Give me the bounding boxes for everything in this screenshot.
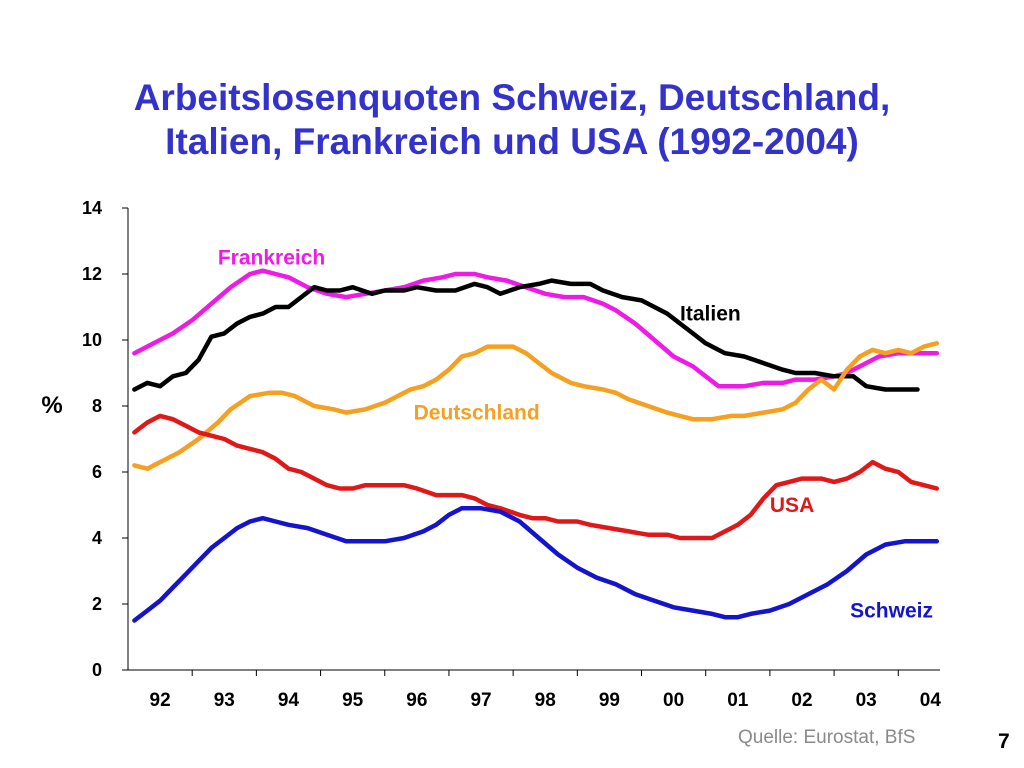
series-labels: Frankreich Italien Deutschland USA Schweiz <box>218 247 933 623</box>
series-line-schweiz <box>132 506 940 623</box>
series-line-italien <box>132 278 920 392</box>
x-tick-label: 96 <box>406 690 427 711</box>
x-tick-label: 00 <box>663 690 684 711</box>
series-line-usa <box>132 413 940 541</box>
y-axis: 0 2 4 6 8 10 12 14 <box>82 198 129 680</box>
x-axis: 92 93 94 95 96 97 98 99 00 01 02 03 04 <box>128 669 942 711</box>
y-axis-label: % <box>41 392 62 419</box>
x-tick-label: 92 <box>150 690 171 711</box>
x-tick-label: 99 <box>599 690 620 711</box>
y-tick-label: 14 <box>82 198 102 218</box>
y-tick-label: 12 <box>82 264 102 284</box>
x-tick-label: 97 <box>470 690 491 711</box>
title-line-2: Italien, Frankreich und USA (1992-2004) <box>165 121 859 162</box>
series-line-deutschland <box>132 341 940 471</box>
series-line-frankreich <box>132 268 940 389</box>
y-tick-label: 2 <box>92 594 102 614</box>
y-tick-label: 6 <box>92 462 102 482</box>
series-label-italien: Italien <box>680 303 741 326</box>
title-line-1: Arbeitslosenquoten Schweiz, Deutschland, <box>133 77 891 118</box>
x-tick-label: 93 <box>214 690 235 711</box>
page-number: 7 <box>998 730 1010 753</box>
series-label-usa: USA <box>770 494 814 517</box>
x-tick-label: 98 <box>535 690 556 711</box>
x-tick-label: 95 <box>342 690 364 711</box>
y-tick-label: 8 <box>92 396 102 416</box>
series-label-schweiz: Schweiz <box>850 600 933 623</box>
x-tick-label: 03 <box>856 690 877 711</box>
source-note: Quelle: Eurostat, BfS <box>738 727 916 748</box>
series-lines <box>132 268 940 623</box>
y-tick-label: 0 <box>92 660 102 680</box>
y-tick-label: 4 <box>92 528 102 548</box>
page-title: Arbeitslosenquoten Schweiz, Deutschland,… <box>0 76 1024 164</box>
series-label-frankreich: Frankreich <box>218 247 325 270</box>
series-label-deutschland: Deutschland <box>414 402 540 425</box>
x-tick-label: 04 <box>920 690 942 711</box>
x-tick-label: 01 <box>727 690 749 711</box>
x-tick-label: 02 <box>791 690 812 711</box>
y-tick-label: 10 <box>82 330 102 350</box>
x-tick-label: 94 <box>278 690 300 711</box>
